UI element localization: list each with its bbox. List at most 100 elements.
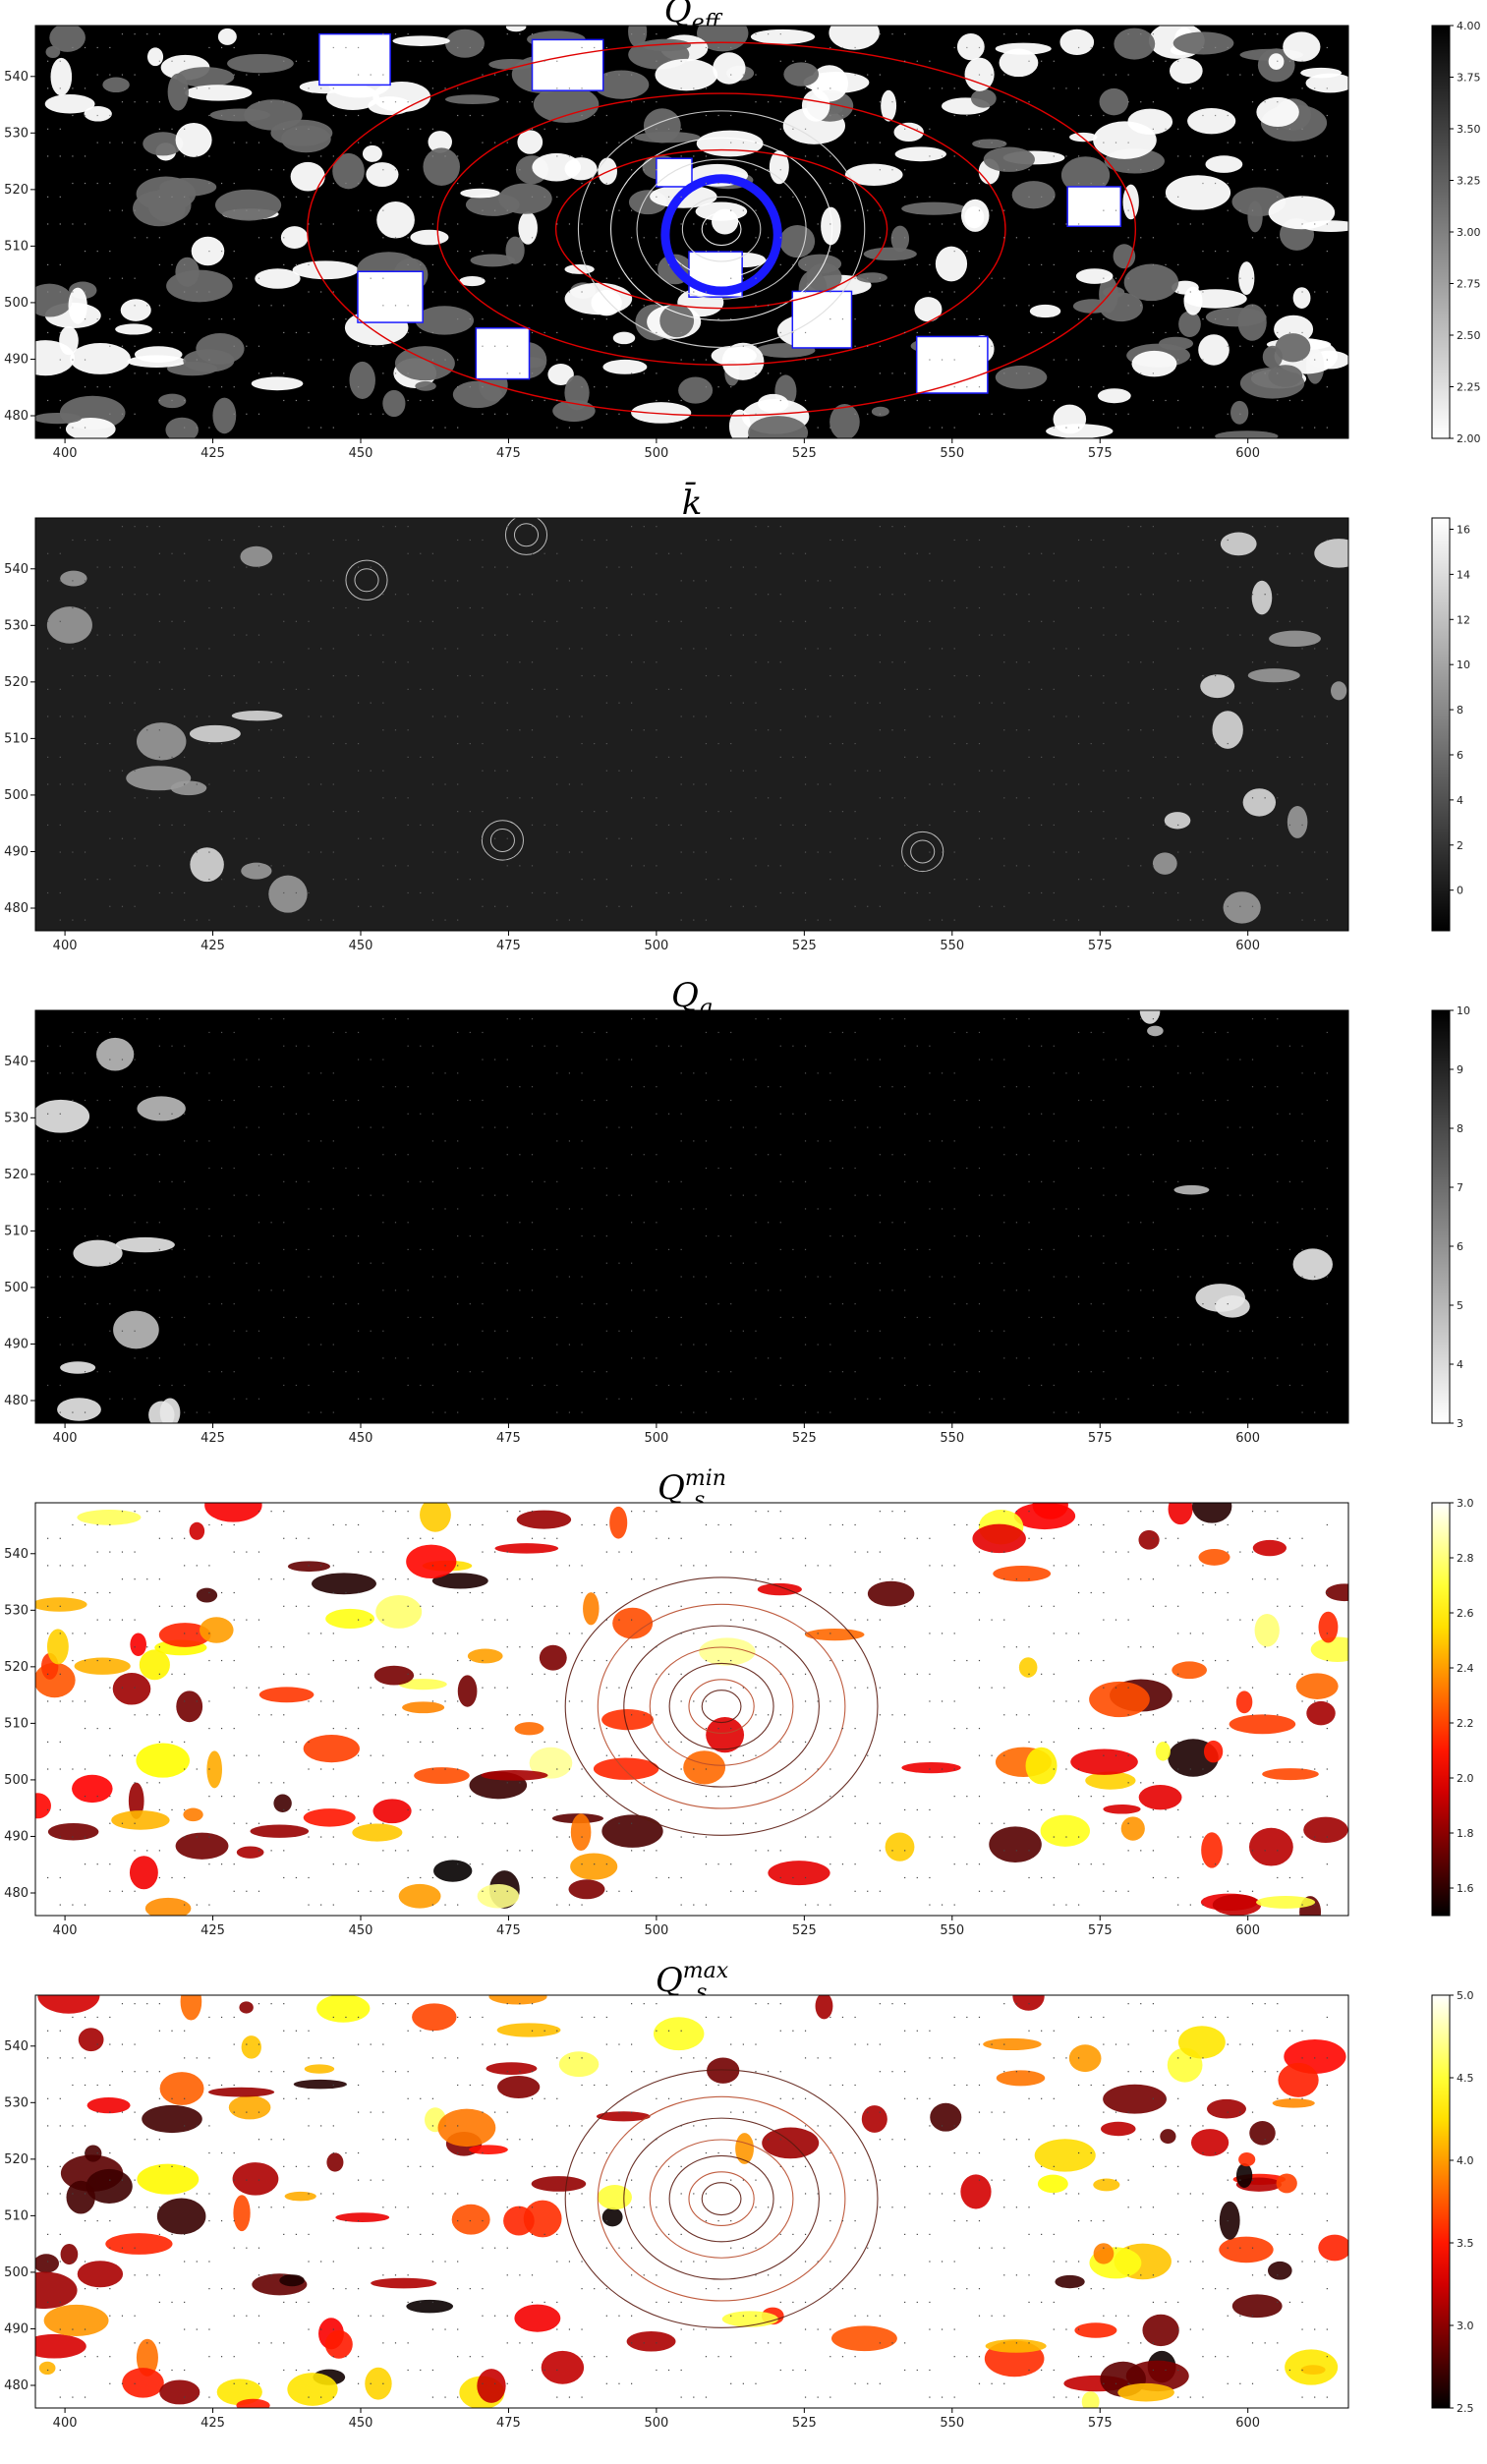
marker-dot — [531, 1605, 534, 1607]
marker-dot — [171, 399, 173, 402]
texture-blob — [415, 306, 475, 335]
marker-dot — [382, 413, 384, 415]
marker-dot — [768, 526, 770, 528]
marker-dot — [134, 729, 136, 731]
marker-dot — [121, 1687, 124, 1689]
marker-dot — [47, 331, 49, 334]
marker-dot — [370, 345, 372, 347]
marker-dot — [146, 1154, 148, 1156]
marker-dot — [867, 566, 869, 568]
marker-dot — [1127, 1511, 1129, 1513]
marker-dot — [1115, 209, 1117, 211]
marker-dot — [730, 905, 732, 907]
y-tick: 500 — [4, 788, 35, 803]
marker-dot — [493, 2179, 496, 2181]
marker-dot — [605, 1551, 607, 1553]
marker-dot — [929, 1316, 931, 1319]
marker-dot — [308, 1180, 310, 1182]
texture-blob — [47, 1822, 99, 1841]
marker-dot — [779, 1154, 781, 1156]
marker-dot — [1277, 756, 1279, 758]
marker-dot — [121, 345, 124, 347]
marker-dot — [370, 2382, 372, 2384]
marker-dot — [444, 2328, 446, 2330]
marker-dot — [966, 811, 968, 813]
marker-dot — [1277, 128, 1279, 130]
colorbar-tick-label: 3.50 — [1457, 123, 1481, 136]
marker-dot — [109, 1863, 111, 1865]
marker-dot — [904, 688, 906, 690]
marker-dot — [829, 386, 831, 388]
marker-dot — [1015, 594, 1017, 596]
marker-dot — [1177, 1565, 1179, 1567]
marker-dot — [1251, 1059, 1254, 1060]
marker-dot — [1015, 1086, 1017, 1088]
marker-dot — [184, 87, 186, 89]
marker-dot — [891, 1289, 893, 1291]
marker-dot — [991, 905, 993, 907]
marker-dot — [730, 250, 732, 253]
marker-dot — [854, 1551, 856, 1553]
marker-dot — [158, 196, 160, 198]
marker-dot — [1065, 1904, 1067, 1906]
marker-dot — [109, 2043, 111, 2045]
marker-dot — [332, 1727, 334, 1730]
marker-dot — [804, 1045, 807, 1047]
texture-blob — [159, 2072, 204, 2105]
marker-dot — [332, 1863, 334, 1865]
marker-dot — [556, 2261, 558, 2263]
texture-blob — [415, 380, 436, 391]
marker-dot — [556, 648, 558, 650]
marker-dot — [1140, 305, 1142, 307]
marker-dot — [134, 1154, 136, 1156]
texture-blob — [1195, 1284, 1245, 1312]
marker-dot — [605, 318, 607, 320]
marker-dot — [171, 1384, 173, 1387]
marker-dot — [680, 1876, 682, 1879]
x-tick: 550 — [940, 438, 964, 461]
marker-dot — [420, 688, 422, 690]
marker-dot — [283, 1113, 285, 1115]
x-tick: 425 — [200, 438, 225, 461]
marker-dot — [308, 580, 310, 582]
x-tick-label: 600 — [1235, 446, 1260, 461]
marker-dot — [295, 1384, 297, 1387]
texture-blob — [1152, 852, 1177, 875]
contour-line-red — [554, 148, 888, 310]
marker-dot — [121, 1126, 124, 1128]
marker-dot — [59, 1411, 61, 1413]
marker-dot — [1301, 1673, 1303, 1675]
marker-dot — [482, 413, 484, 415]
marker-dot — [72, 1591, 74, 1594]
texture-blob — [72, 1774, 113, 1804]
marker-dot — [196, 2396, 198, 2398]
texture-blob — [1219, 2236, 1274, 2263]
marker-dot — [867, 277, 869, 279]
marker-dot — [444, 2261, 446, 2263]
marker-dot — [929, 1384, 931, 1387]
marker-dot — [605, 1890, 607, 1892]
marker-dot — [667, 128, 670, 130]
marker-dot — [531, 1018, 534, 1020]
marker-dot — [817, 1072, 819, 1074]
x-tick-label: 600 — [1235, 1923, 1260, 1938]
marker-dot — [96, 2151, 98, 2154]
marker-dot — [1214, 1371, 1217, 1373]
marker-dot — [84, 386, 86, 388]
marker-dot — [817, 1768, 819, 1770]
marker-dot — [779, 1850, 781, 1852]
marker-dot — [680, 1045, 682, 1047]
marker-dot — [1152, 797, 1155, 799]
marker-dot — [59, 756, 61, 758]
marker-dot — [72, 919, 74, 921]
marker-dot — [705, 46, 708, 49]
marker-dot — [506, 661, 508, 663]
marker-dot — [693, 223, 695, 225]
marker-dot — [493, 1262, 496, 1264]
marker-dot — [1103, 1262, 1105, 1264]
marker-dot — [568, 291, 571, 293]
texture-blob — [503, 2206, 535, 2236]
axes-frame — [34, 25, 1349, 439]
marker-dot — [184, 2328, 186, 2330]
